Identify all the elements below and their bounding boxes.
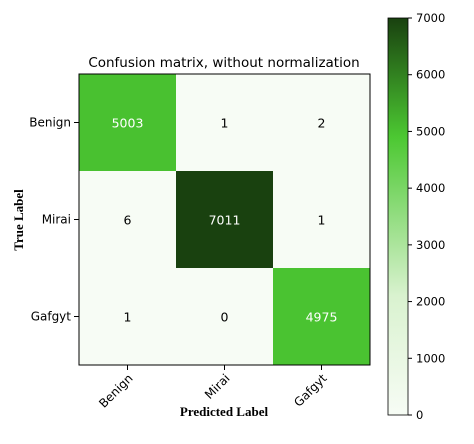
heatmap-cell-2-0	[79, 268, 176, 365]
heatmap-cell-0-1	[176, 74, 273, 171]
colorbar-tick-label: 5000	[416, 124, 445, 138]
heatmap-cell-0-0	[79, 74, 176, 171]
colorbar-tick-label: 6000	[416, 68, 445, 82]
x-tick-label: Benign	[96, 371, 135, 410]
cell-value-label: 0	[221, 310, 229, 325]
y-tick-label: Mirai	[42, 213, 71, 227]
cell-value-label: 1	[124, 310, 132, 325]
x-axis-label: Predicted Label	[180, 404, 269, 419]
colorbar	[387, 17, 409, 416]
heatmap-cell-0-2	[273, 74, 370, 171]
heatmap-cell-2-2	[273, 268, 370, 365]
cell-value-label: 6	[124, 213, 132, 228]
cell-value-label: 2	[318, 116, 326, 131]
cell-value-label: 1	[318, 213, 326, 228]
y-axis-ticks: Benign Mirai Gafgyt	[29, 116, 79, 324]
y-tick-label: Benign	[29, 116, 71, 130]
cell-value-label: 7011	[209, 213, 241, 228]
x-tick-label: Gafgyt	[291, 371, 330, 410]
x-tick-label: Mirai	[202, 371, 233, 402]
heatmap-cell-1-0	[79, 171, 176, 268]
heatmap-cell-labels: 5003 1 2 6 7011 1 1 0 4975	[112, 116, 338, 325]
colorbar-tick-label: 0	[416, 408, 423, 422]
chart-title: Confusion matrix, without normalization	[88, 55, 359, 71]
y-axis-label: True Label	[11, 189, 26, 251]
colorbar-tick-label: 2000	[416, 295, 445, 309]
cell-value-label: 1	[221, 116, 229, 131]
colorbar-ticks: 0 1000 2000 3000 4000 5000 6000 7000	[408, 11, 445, 422]
heatmap-cell-1-2	[273, 171, 370, 268]
colorbar-tick-label: 3000	[416, 238, 445, 252]
colorbar-tick-label: 4000	[416, 181, 445, 195]
colorbar-tick-label: 1000	[416, 351, 445, 365]
heatmap-cells	[79, 74, 370, 365]
heatmap-cell-1-1	[176, 171, 273, 268]
cell-value-label: 5003	[112, 116, 144, 131]
heatmap-cell-2-1	[176, 268, 273, 365]
cell-value-label: 4975	[306, 310, 338, 325]
y-tick-label: Gafgyt	[31, 310, 72, 324]
colorbar-tick-label: 7000	[416, 11, 445, 25]
